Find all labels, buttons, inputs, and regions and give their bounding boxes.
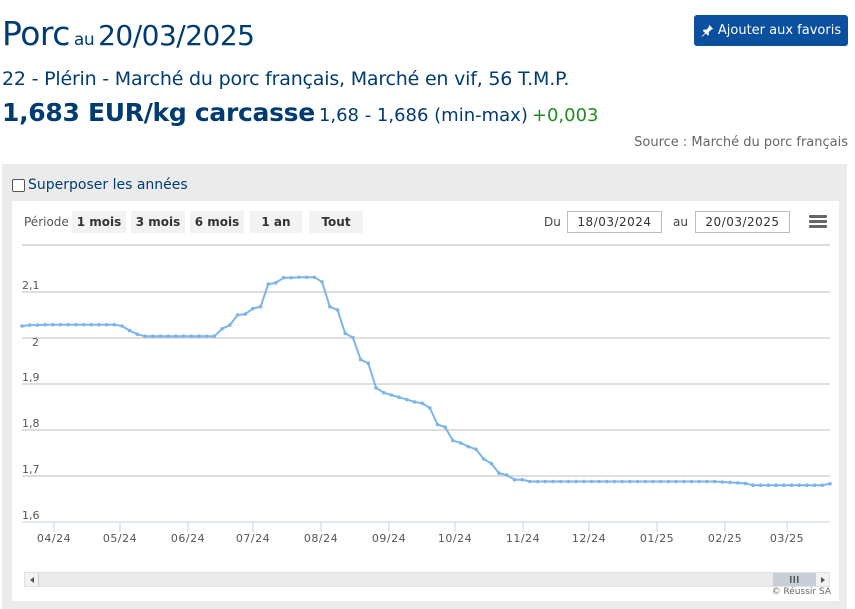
arrow-left-icon [29, 576, 34, 583]
overlay-years-checkbox[interactable]: Superposer les années [12, 177, 188, 193]
svg-text:06/24: 06/24 [171, 532, 205, 545]
chart-container: Période 1 mois 3 mois 6 mois 1 an Tout D… [12, 201, 839, 601]
arrow-right-icon [820, 576, 825, 583]
data-point-markers [20, 275, 832, 488]
period-button-1-month[interactable]: 1 mois [72, 211, 126, 233]
price-line [21, 276, 831, 487]
svg-text:1,6: 1,6 [22, 509, 40, 522]
date-prefix: au [73, 30, 95, 50]
source-text: Source : Marché du porc français [634, 135, 848, 150]
gridlines [22, 244, 830, 523]
svg-text:05/24: 05/24 [103, 532, 137, 545]
chart-menu-icon[interactable] [809, 215, 827, 229]
grip-icon [789, 576, 798, 583]
price-change: +0,003 [531, 105, 599, 126]
period-button-1-year[interactable]: 1 an [250, 211, 302, 233]
y-axis-labels: 1,6 1,7 1,8 1,9 2 2,1 [22, 279, 40, 522]
from-date-input[interactable]: 18/03/2024 [567, 211, 662, 233]
commodity-name: Porc [2, 14, 70, 53]
current-price: 1,683 EUR/kg carcasse [2, 98, 315, 127]
to-date-label: au [673, 215, 688, 229]
svg-text:1,9: 1,9 [22, 371, 40, 384]
svg-text:03/25: 03/25 [770, 532, 804, 545]
svg-text:2,1: 2,1 [22, 279, 40, 292]
svg-text:02/25: 02/25 [708, 532, 742, 545]
period-button-all[interactable]: Tout [309, 211, 363, 233]
svg-text:10/24: 10/24 [438, 532, 472, 545]
svg-text:01/25: 01/25 [640, 532, 674, 545]
checkbox-icon[interactable] [12, 178, 25, 192]
chart-navigator-scrollbar[interactable] [24, 572, 830, 587]
add-to-favorites-button[interactable]: Ajouter aux favoris [694, 15, 848, 46]
svg-text:08/24: 08/24 [304, 532, 338, 545]
quote-date: 20/03/2025 [98, 19, 255, 52]
price-range: 1,68 - 1,686 (min-max) [318, 105, 528, 126]
price-summary: 1,683 EUR/kg carcasse 1,68 - 1,686 (min-m… [2, 98, 598, 127]
svg-text:09/24: 09/24 [372, 532, 406, 545]
svg-text:2: 2 [32, 336, 39, 349]
period-label: Période [24, 215, 69, 229]
chart-panel: Superposer les années Période 1 mois 3 m… [2, 164, 847, 609]
svg-text:1,7: 1,7 [22, 463, 40, 476]
svg-text:12/24: 12/24 [572, 532, 606, 545]
period-button-6-months[interactable]: 6 mois [190, 211, 244, 233]
svg-text:11/24: 11/24 [506, 532, 540, 545]
svg-text:07/24: 07/24 [236, 532, 270, 545]
svg-text:04/24: 04/24 [37, 532, 71, 545]
to-date-input[interactable]: 20/03/2025 [695, 211, 790, 233]
line-chart: 1,6 1,7 1,8 1,9 2 2,1 04/24 05/24 06/24 07/24 08/… [20, 244, 832, 545]
scroll-left-button[interactable] [25, 573, 39, 586]
period-button-3-months[interactable]: 3 mois [131, 211, 185, 233]
market-description: 22 - Plérin - Marché du porc français, M… [2, 68, 570, 90]
scroll-right-button[interactable] [815, 573, 829, 586]
page-title: Porc au 20/03/2025 [2, 14, 255, 53]
overlay-years-label: Superposer les années [28, 177, 188, 193]
from-date-label: Du [544, 215, 561, 229]
x-axis: 04/24 05/24 06/24 07/24 08/24 09/24 10/24 11/24… [37, 522, 804, 545]
svg-text:1,8: 1,8 [22, 417, 40, 430]
scrollbar-thumb[interactable] [773, 573, 815, 586]
pin-icon [701, 24, 714, 37]
add-to-favorites-label: Ajouter aux favoris [717, 23, 842, 38]
copyright-credit: © Réussir SA [771, 587, 831, 597]
